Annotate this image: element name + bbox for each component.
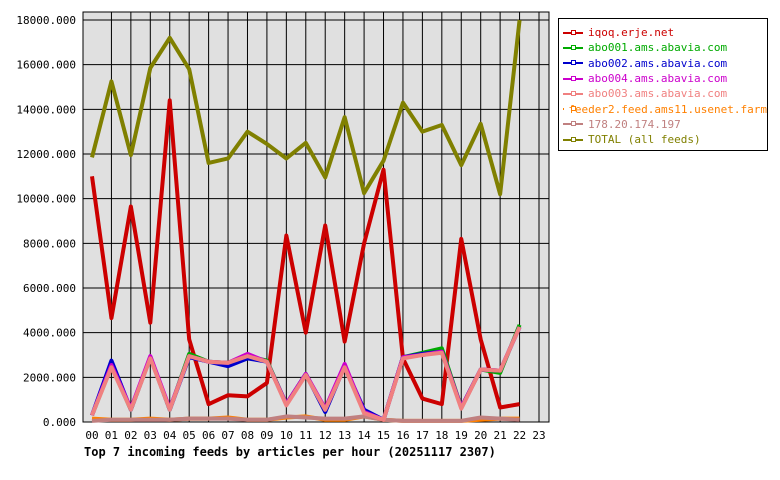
x-tick-label: 05: [183, 429, 196, 442]
x-tick-label: 21: [494, 429, 507, 442]
y-tick-label: 16000.000: [16, 59, 76, 72]
legend-label: iqoq.erje.net: [588, 26, 675, 40]
x-tick-label: 17: [416, 429, 429, 442]
x-tick-label: 19: [455, 429, 468, 442]
x-tick-label: 22: [513, 429, 526, 442]
y-tick-label: 4000.000: [23, 327, 76, 340]
y-tick-label: 6000.000: [23, 282, 76, 295]
y-tick-label: 14000.000: [16, 103, 76, 116]
x-tick-label: 10: [280, 429, 293, 442]
legend-item: abo003.ams.abavia.com: [563, 86, 767, 101]
x-tick-label: 02: [124, 429, 137, 442]
legend-item: abo002.ams.abavia.com: [563, 56, 767, 71]
legend-item: iqoq.erje.net: [563, 25, 767, 40]
series-line-0: [90, 98, 520, 410]
legend-item: TOTAL (all feeds): [563, 132, 767, 147]
legend-swatch: [563, 60, 583, 66]
legend-swatch: [563, 90, 583, 96]
x-tick-label: 14: [357, 429, 371, 442]
y-tick-label: 12000.000: [16, 148, 76, 161]
legend-item: abo004.ams.abavia.com: [563, 71, 767, 86]
x-tick-label: 13: [338, 429, 351, 442]
x-tick-label: 00: [85, 429, 98, 442]
chart-title: Top 7 incoming feeds by articles per hou…: [84, 445, 496, 459]
x-tick-label: 01: [105, 429, 118, 442]
legend-swatch: [563, 29, 583, 35]
legend-swatch: [563, 75, 583, 81]
x-tick-label: 04: [163, 429, 177, 442]
x-tick-label: 16: [396, 429, 409, 442]
y-tick-label: 0.000: [43, 416, 76, 429]
legend-label: abo001.ams.abavia.com: [588, 41, 728, 55]
x-tick-label: 23: [532, 429, 545, 442]
legend-swatch: [563, 44, 583, 50]
x-tick-label: 06: [202, 429, 215, 442]
legend-label: 178.20.174.197: [588, 117, 681, 131]
series-line-7: [90, 19, 522, 197]
x-tick-label: 20: [474, 429, 487, 442]
legend-label: feeder2.feed.ams11.usenet.farm: [568, 102, 767, 116]
y-tick-label: 18000.000: [16, 14, 76, 27]
series-line-4: [90, 326, 522, 422]
legend-label: abo004.ams.abavia.com: [588, 72, 728, 86]
x-tick-label: 09: [260, 429, 273, 442]
legend-item: abo001.ams.abavia.com: [563, 40, 767, 55]
legend-swatch: [563, 136, 583, 142]
series-line-6: [91, 414, 520, 423]
x-tick-label: 08: [241, 429, 254, 442]
y-tick-label: 10000.000: [16, 193, 76, 206]
legend-label: abo002.ams.abavia.com: [588, 56, 728, 70]
legend-item: feeder2.feed.ams11.usenet.farm: [563, 101, 767, 116]
y-tick-label: 2000.000: [23, 371, 76, 384]
x-tick-label: 18: [435, 429, 448, 442]
x-tick-label: 07: [221, 429, 234, 442]
legend-label: TOTAL (all feeds): [588, 133, 701, 147]
y-tick-label: 8000.000: [23, 237, 76, 250]
legend-swatch: [563, 121, 583, 127]
x-tick-label: 11: [299, 429, 312, 442]
legend: iqoq.erje.net abo001.ams.abavia.com abo002…: [558, 18, 768, 151]
x-tick-label: 03: [144, 429, 157, 442]
legend-item: 178.20.174.197: [563, 117, 767, 132]
x-tick-label: 15: [377, 429, 390, 442]
x-tick-label: 12: [319, 429, 332, 442]
legend-label: abo003.ams.abavia.com: [588, 87, 728, 101]
